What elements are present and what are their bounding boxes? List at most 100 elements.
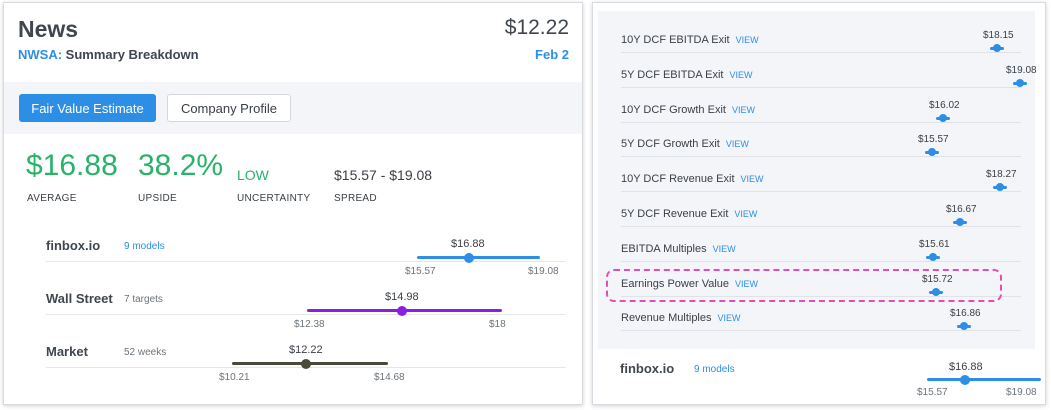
view-link[interactable]: VIEW xyxy=(735,35,759,45)
summary-value-marker xyxy=(960,375,970,385)
model-value-marker xyxy=(956,218,964,226)
row-divider xyxy=(621,296,1021,297)
model-name: 5Y DCF Revenue Exit xyxy=(621,208,729,220)
model-value-marker xyxy=(960,322,968,330)
row-divider xyxy=(621,87,1021,88)
view-link[interactable]: VIEW xyxy=(735,279,759,289)
model-breakdown-panel: 10Y DCF EBITDA Exit VIEW $18.15 5Y DCF EBIT… xyxy=(592,2,1046,405)
row-sub-market: 52 weeks xyxy=(124,347,167,358)
model-value: $16.86 xyxy=(950,308,981,319)
model-value: $18.27 xyxy=(986,169,1017,180)
range-high-finbox: $19.08 xyxy=(528,266,559,277)
subtitle-line: NWSA: Summary Breakdown xyxy=(18,47,199,62)
view-link[interactable]: VIEW xyxy=(731,105,755,115)
model-name: 5Y DCF EBITDA Exit xyxy=(621,69,724,81)
row-divider xyxy=(621,52,1021,53)
model-row-label: Revenue Multiples VIEW xyxy=(621,312,741,324)
spread-label: SPREAD xyxy=(334,193,377,204)
row-name-market: Market xyxy=(46,344,88,359)
value-marker-wall-street xyxy=(397,306,407,316)
model-name: Earnings Power Value xyxy=(621,278,730,290)
tab-company-profile[interactable]: Company Profile xyxy=(167,94,291,122)
range-low-wall-street: $12.38 xyxy=(294,319,325,330)
model-name: EBITDA Multiples xyxy=(621,243,707,255)
model-value-marker xyxy=(993,44,1001,52)
model-value-marker xyxy=(939,114,947,122)
company-name: News xyxy=(18,16,79,42)
model-value: $16.02 xyxy=(929,100,960,111)
highlight-box xyxy=(606,269,1002,302)
model-list xyxy=(598,11,1035,349)
row-divider xyxy=(621,156,1021,157)
view-link[interactable]: VIEW xyxy=(717,313,741,323)
view-link[interactable]: VIEW xyxy=(725,139,749,149)
date-label: Feb 2 xyxy=(535,47,569,62)
value-marker-market xyxy=(301,359,311,369)
row-divider xyxy=(46,261,566,262)
view-link[interactable]: VIEW xyxy=(734,209,758,219)
model-row-label: 10Y DCF Growth Exit VIEW xyxy=(621,104,755,116)
row-value-market: $12.22 xyxy=(289,344,323,356)
row-divider xyxy=(46,314,566,315)
upside-value: 38.2% xyxy=(138,149,224,182)
current-price: $12.22 xyxy=(504,16,569,39)
uncertainty-value: LOW xyxy=(237,167,269,183)
view-link[interactable]: VIEW xyxy=(729,70,753,80)
row-name-finbox: finbox.io xyxy=(46,238,101,253)
average-value: $16.88 xyxy=(26,149,118,182)
view-link[interactable]: VIEW xyxy=(712,244,736,254)
row-divider xyxy=(621,191,1021,192)
fair-value-panel: News $12.22 NWSA: Summary Breakdown Feb … xyxy=(3,2,583,405)
model-name: 10Y DCF Growth Exit xyxy=(621,104,726,116)
row-divider xyxy=(621,226,1021,227)
model-value: $15.72 xyxy=(922,274,953,285)
model-name: Revenue Multiples xyxy=(621,312,712,324)
model-value: $19.08 xyxy=(1006,65,1037,76)
model-name: 5Y DCF Growth Exit xyxy=(621,138,720,150)
model-value-marker xyxy=(929,253,937,261)
ticker-link[interactable]: NWSA: xyxy=(18,47,63,62)
uncertainty-label: UNCERTAINTY xyxy=(237,193,311,204)
row-sub-wall-street: 7 targets xyxy=(124,294,163,305)
model-row-label: Earnings Power Value VIEW xyxy=(621,278,758,290)
tab-fair-value-estimate[interactable]: Fair Value Estimate xyxy=(19,94,156,122)
row-divider xyxy=(621,261,1021,262)
range-high-market: $14.68 xyxy=(374,372,405,383)
model-value: $15.61 xyxy=(919,239,950,250)
model-value: $16.67 xyxy=(946,204,977,215)
model-value: $15.57 xyxy=(918,134,949,145)
summary-name: finbox.io xyxy=(620,361,675,376)
summary-range-high: $19.08 xyxy=(1006,387,1037,398)
summary-breakdown-label: Summary Breakdown xyxy=(65,47,199,62)
row-divider xyxy=(621,330,1021,331)
row-divider xyxy=(621,122,1021,123)
tab-bar: Fair Value Estimate Company Profile xyxy=(4,82,582,134)
model-row-label: 10Y DCF Revenue Exit VIEW xyxy=(621,173,764,185)
row-value-finbox: $16.88 xyxy=(451,238,485,250)
model-row-label: 5Y DCF EBITDA Exit VIEW xyxy=(621,69,753,81)
model-name: 10Y DCF EBITDA Exit xyxy=(621,34,730,46)
view-link[interactable]: VIEW xyxy=(740,174,764,184)
range-bar-finbox xyxy=(417,256,540,259)
model-value-marker xyxy=(996,183,1004,191)
value-marker-finbox xyxy=(464,253,474,263)
range-low-finbox: $15.57 xyxy=(405,266,436,277)
upside-label: UPSIDE xyxy=(138,193,178,204)
row-sub-finbox[interactable]: 9 models xyxy=(124,241,165,252)
model-row-label: 5Y DCF Revenue Exit VIEW xyxy=(621,208,757,220)
row-value-wall-street: $14.98 xyxy=(385,291,419,303)
row-name-wall-street: Wall Street xyxy=(46,291,113,306)
summary-value: $16.88 xyxy=(949,361,983,373)
model-row-label: 5Y DCF Growth Exit VIEW xyxy=(621,138,749,150)
model-row-label: 10Y DCF EBITDA Exit VIEW xyxy=(621,34,759,46)
model-value-marker xyxy=(928,148,936,156)
model-name: 10Y DCF Revenue Exit xyxy=(621,173,735,185)
range-low-market: $10.21 xyxy=(219,372,250,383)
model-value: $18.15 xyxy=(983,30,1014,41)
summary-models-link[interactable]: 9 models xyxy=(694,364,735,375)
average-label: AVERAGE xyxy=(27,193,77,204)
model-value-marker xyxy=(932,288,940,296)
summary-range-bar xyxy=(927,378,1041,381)
model-row-label: EBITDA Multiples VIEW xyxy=(621,243,736,255)
summary-range-low: $15.57 xyxy=(917,387,948,398)
